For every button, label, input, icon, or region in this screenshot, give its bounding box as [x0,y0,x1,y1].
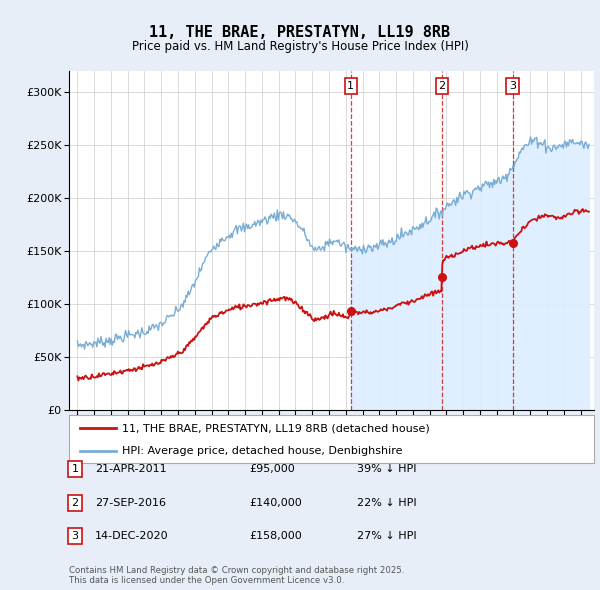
Text: 21-APR-2011: 21-APR-2011 [95,464,166,474]
Text: £158,000: £158,000 [249,532,302,541]
Text: 27% ↓ HPI: 27% ↓ HPI [357,532,416,541]
Text: 3: 3 [509,81,516,91]
Text: 2: 2 [71,498,79,507]
Text: 11, THE BRAE, PRESTATYN, LL19 8RB (detached house): 11, THE BRAE, PRESTATYN, LL19 8RB (detac… [121,423,429,433]
Text: Contains HM Land Registry data © Crown copyright and database right 2025.
This d: Contains HM Land Registry data © Crown c… [69,566,404,585]
Text: HPI: Average price, detached house, Denbighshire: HPI: Average price, detached house, Denb… [121,446,402,456]
Text: 2: 2 [439,81,445,91]
Text: £140,000: £140,000 [249,498,302,507]
Text: 1: 1 [347,81,354,91]
Text: 1: 1 [71,464,79,474]
Text: 14-DEC-2020: 14-DEC-2020 [95,532,169,541]
Text: £95,000: £95,000 [249,464,295,474]
Text: 22% ↓ HPI: 22% ↓ HPI [357,498,416,507]
Text: 3: 3 [71,532,79,541]
Text: Price paid vs. HM Land Registry's House Price Index (HPI): Price paid vs. HM Land Registry's House … [131,40,469,53]
Text: 11, THE BRAE, PRESTATYN, LL19 8RB: 11, THE BRAE, PRESTATYN, LL19 8RB [149,25,451,40]
Text: 27-SEP-2016: 27-SEP-2016 [95,498,166,507]
Text: 39% ↓ HPI: 39% ↓ HPI [357,464,416,474]
